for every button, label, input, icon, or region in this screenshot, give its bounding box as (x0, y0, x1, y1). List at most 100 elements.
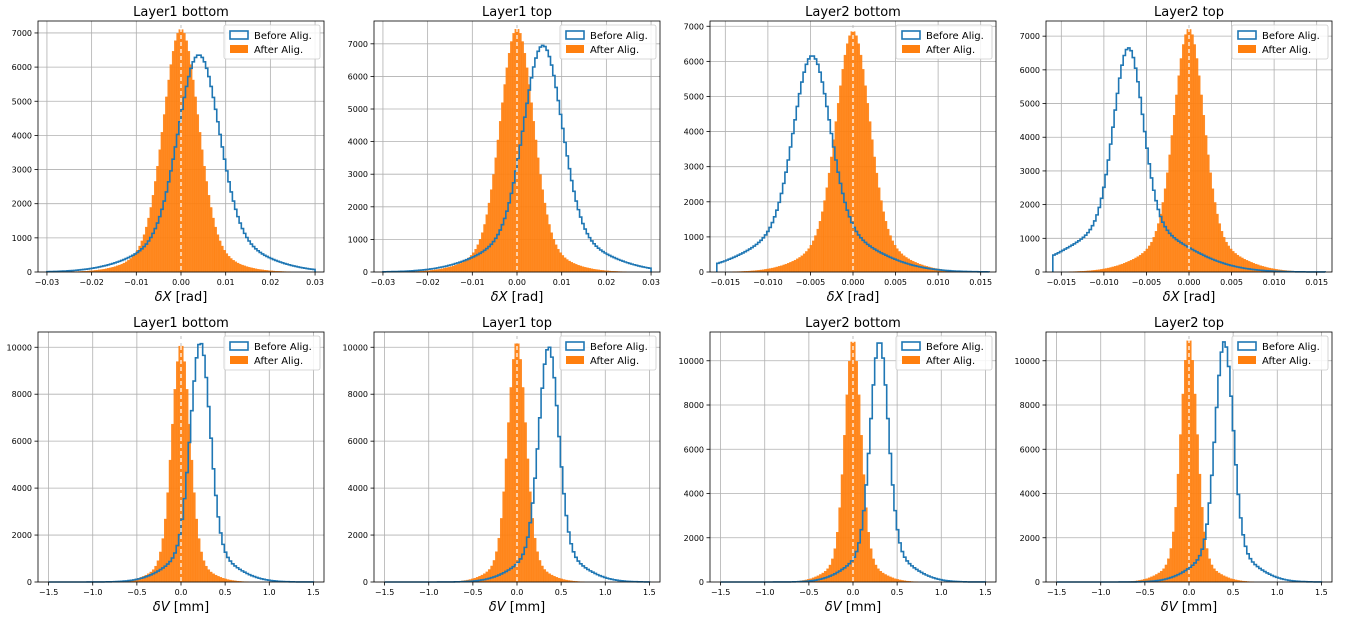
y-tick-label: 1000 (1020, 234, 1040, 243)
after-alig-bar (1200, 94, 1203, 273)
after-alig-bar (256, 268, 260, 273)
after-alig-bar (1210, 564, 1214, 583)
after-alig-bar (512, 33, 515, 273)
y-tick-label: 2000 (348, 203, 368, 212)
x-axis-symbol: δV (825, 600, 843, 615)
after-alig-bar (811, 240, 815, 273)
legend-swatch-after (230, 356, 248, 364)
x-axis-label: δV [mm] (1161, 600, 1217, 615)
after-alig-bar (142, 234, 146, 273)
after-alig-bar (1154, 231, 1158, 273)
after-alig-bar (512, 359, 515, 583)
after-alig-bar (827, 172, 831, 273)
x-tick-label: −1.0 (419, 588, 438, 597)
y-tick-label: 6000 (12, 63, 32, 72)
after-alig-bar (140, 240, 144, 273)
legend-label-after: After Alig. (254, 45, 303, 56)
y-tick-label: 10000 (679, 357, 704, 366)
x-axis-label: δV [mm] (489, 600, 545, 615)
after-alig-bar (857, 394, 861, 583)
y-tick-label: 10000 (7, 343, 32, 352)
after-alig-bar (886, 228, 890, 273)
after-alig-bar (828, 564, 832, 583)
panel-title: Layer1 top (482, 5, 552, 20)
after-alig-bar (200, 551, 203, 583)
y-tick-label: 3000 (12, 166, 32, 175)
after-alig-bar (129, 258, 132, 273)
after-alig-bar (891, 577, 895, 583)
after-alig-bar (1224, 576, 1228, 583)
y-tick-label: 3000 (1020, 167, 1040, 176)
after-alig-bar (120, 263, 124, 273)
after-alig-bar (773, 267, 776, 273)
after-alig-bar (1150, 241, 1153, 273)
x-tick-label: −0.01 (124, 278, 149, 287)
x-tick-label: −0.5 (463, 588, 482, 597)
after-alig-bar (509, 387, 513, 583)
after-alig-bar (1218, 223, 1221, 273)
after-alig-bar (1247, 261, 1251, 273)
x-axis-unit: [mm] (170, 600, 210, 615)
y-tick-label: 10000 (1015, 357, 1040, 366)
after-alig-bar (1182, 44, 1185, 273)
x-tick-label: 0.01 (553, 278, 571, 287)
x-axis-label: δV [mm] (153, 600, 209, 615)
after-alig-bar (848, 35, 851, 273)
after-alig-bar (1120, 263, 1124, 273)
after-alig-bar (209, 207, 213, 273)
after-alig-bar (202, 560, 206, 583)
after-alig-bar (1191, 34, 1194, 273)
after-alig-bar (1220, 231, 1224, 273)
after-alig-bar (823, 200, 826, 273)
after-alig-bar (1147, 245, 1151, 273)
after-alig-bar (888, 576, 892, 583)
after-alig-bar (543, 202, 547, 273)
x-axis-symbol: δX (155, 290, 173, 305)
after-alig-bar (590, 268, 594, 273)
after-alig-bar (501, 102, 504, 273)
x-tick-label: 0.015 (969, 278, 992, 287)
panel-title: Layer2 top (1154, 316, 1224, 331)
legend-swatch-before (1237, 341, 1257, 351)
after-alig-bar (831, 558, 834, 583)
after-alig-bar (533, 537, 537, 583)
after-alig-bar (521, 41, 524, 273)
after-alig-bar (183, 33, 186, 273)
after-alig-bar (212, 217, 215, 273)
after-alig-bar (807, 248, 811, 273)
after-alig-bar (192, 492, 196, 583)
after-alig-bar (536, 551, 539, 583)
after-alig-bar (884, 574, 887, 583)
after-alig-bar (203, 166, 206, 273)
after-alig-bar (1232, 579, 1235, 583)
legend-swatch-after (1238, 356, 1256, 364)
after-alig-bar (447, 267, 451, 273)
after-alig-bar (845, 394, 849, 583)
after-alig-bar (113, 266, 117, 273)
x-tick-label: 0.03 (306, 278, 324, 287)
after-alig-bar (214, 574, 218, 583)
after-alig-bar (1125, 262, 1128, 273)
after-alig-bar (192, 79, 195, 273)
legend-swatch-after (566, 45, 584, 53)
after-alig-bar (194, 96, 197, 273)
after-alig-bar (572, 263, 576, 273)
after-alig-bar (834, 121, 838, 273)
legend-swatch-before (565, 341, 585, 351)
legend-swatch-after (902, 45, 920, 53)
y-tick-label: 0 (363, 268, 368, 277)
after-alig-bar (1245, 260, 1249, 273)
x-tick-label: −0.010 (1089, 278, 1119, 287)
after-alig-bar (1143, 251, 1147, 273)
after-alig-bar (1241, 257, 1244, 273)
legend-label-after: After Alig. (926, 45, 975, 56)
after-alig-bar (122, 262, 126, 273)
after-alig-bar (889, 235, 892, 273)
after-alig-bar (502, 491, 506, 583)
after-alig-bar (825, 187, 829, 273)
y-tick-label: 2000 (684, 198, 704, 207)
x-tick-label: −1.5 (1047, 588, 1066, 597)
x-tick-label: 0.02 (597, 278, 615, 287)
after-alig-bar (874, 564, 878, 583)
after-alig-bar (882, 211, 885, 273)
